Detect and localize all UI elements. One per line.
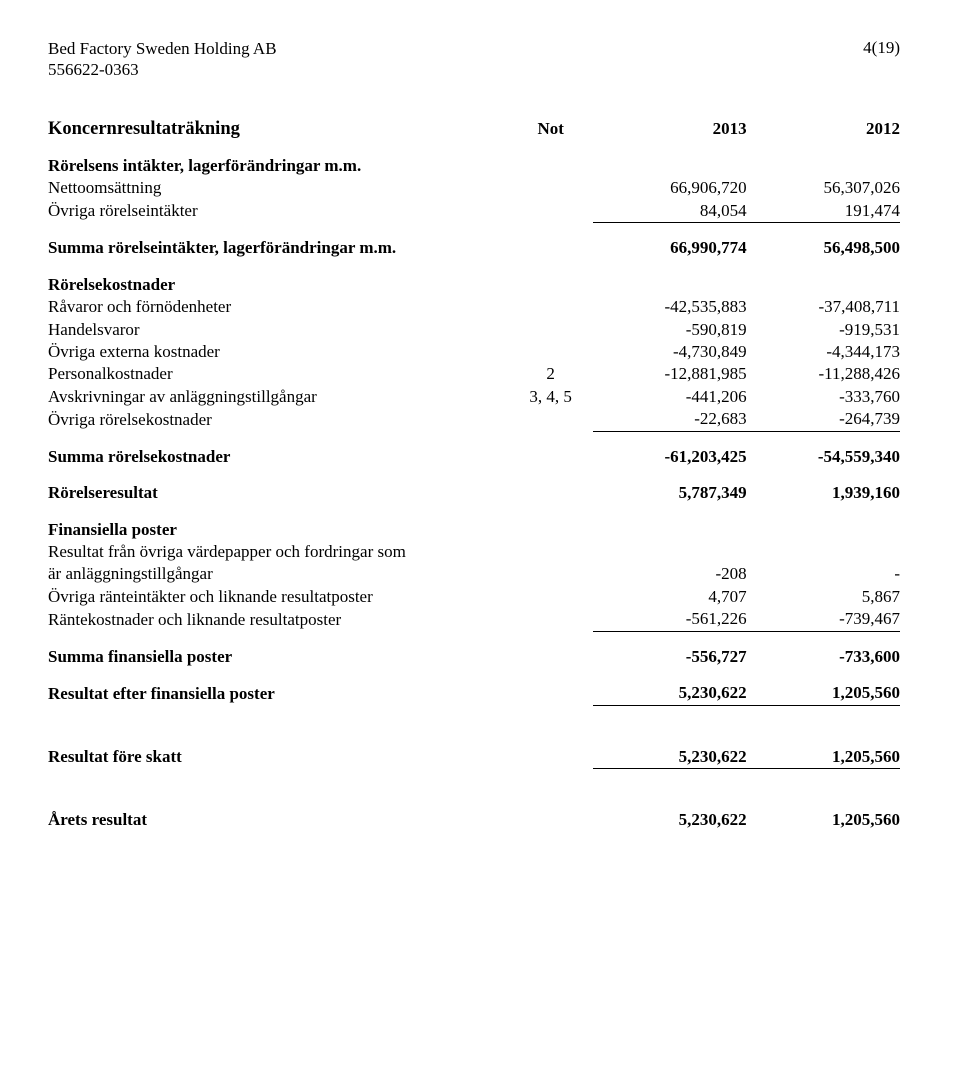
row-value-a: -590,819 (593, 319, 746, 341)
row-value-b: -739,467 (747, 608, 900, 631)
row-label: Rörelseresultat (48, 482, 508, 504)
col-header-year2: 2012 (747, 117, 900, 141)
row-label: Övriga ränteintäkter och liknande result… (48, 586, 508, 608)
row-value-b: -4,344,173 (747, 341, 900, 363)
row-label: Årets resultat (48, 809, 508, 831)
row-value-a: -61,203,425 (593, 446, 746, 468)
section-heading: Rörelsekostnader (48, 274, 508, 296)
section-heading: Rörelsens intäkter, lagerförändringar m.… (48, 155, 508, 177)
row-value-a: -441,206 (593, 386, 746, 408)
row-value-b: 1,939,160 (747, 482, 900, 504)
row-value-a: 5,787,349 (593, 482, 746, 504)
operating-profit-row: Rörelseresultat 5,787,349 1,939,160 (48, 482, 900, 504)
row-value-a: -12,881,985 (593, 363, 746, 385)
table-row: Avskrivningar av anläggningstillgångar 3… (48, 386, 900, 408)
row-label: Personalkostnader (48, 363, 508, 385)
row-note: 3, 4, 5 (508, 386, 593, 408)
row-value-a: 5,230,622 (593, 746, 746, 769)
row-value-b: -11,288,426 (747, 363, 900, 385)
table-row: Resultat från övriga värdepapper och for… (48, 541, 900, 563)
row-value-a: -556,727 (593, 646, 746, 668)
row-value-b: 56,307,026 (747, 177, 900, 199)
row-value-b: 1,205,560 (747, 809, 900, 831)
row-value-b: -54,559,340 (747, 446, 900, 468)
row-label: Summa rörelseintäkter, lagerförändringar… (48, 237, 508, 259)
row-value-b: 191,474 (747, 200, 900, 223)
table-row: Råvaror och förnödenheter -42,535,883 -3… (48, 296, 900, 318)
row-value-a: 66,990,774 (593, 237, 746, 259)
col-header-note: Not (508, 117, 593, 141)
row-label: Räntekostnader och liknande resultatpost… (48, 608, 508, 631)
year-result-row: Årets resultat 5,230,622 1,205,560 (48, 809, 900, 831)
row-value-b: -264,739 (747, 408, 900, 431)
table-row: Övriga ränteintäkter och liknande result… (48, 586, 900, 608)
row-value-a: 5,230,622 (593, 809, 746, 831)
sum-row: Summa rörelsekostnader -61,203,425 -54,5… (48, 446, 900, 468)
row-value-b: 5,867 (747, 586, 900, 608)
org-number: 556622-0363 (48, 59, 277, 80)
row-label: Resultat från övriga värdepapper och for… (48, 541, 508, 563)
row-value-b: -733,600 (747, 646, 900, 668)
row-value-b: 1,205,560 (747, 746, 900, 769)
table-title: Koncernresultaträkning (48, 117, 508, 141)
table-row: är anläggningstillgångar -208 - (48, 563, 900, 585)
table-row: Personalkostnader 2 -12,881,985 -11,288,… (48, 363, 900, 385)
row-label: Handelsvaror (48, 319, 508, 341)
row-label: Summa finansiella poster (48, 646, 508, 668)
row-value-a: 66,906,720 (593, 177, 746, 199)
row-note: 2 (508, 363, 593, 385)
table-row: Handelsvaror -590,819 -919,531 (48, 319, 900, 341)
row-value-a: -22,683 (593, 408, 746, 431)
row-value-a: -4,730,849 (593, 341, 746, 363)
row-value-b: -919,531 (747, 319, 900, 341)
row-label: Övriga externa kostnader (48, 341, 508, 363)
row-label: Resultat efter finansiella poster (48, 682, 508, 705)
table-row: Övriga rörelsekostnader -22,683 -264,739 (48, 408, 900, 431)
row-value-b: 56,498,500 (747, 237, 900, 259)
result-after-financial-row: Resultat efter finansiella poster 5,230,… (48, 682, 900, 705)
row-value-a: 84,054 (593, 200, 746, 223)
row-label: Summa rörelsekostnader (48, 446, 508, 468)
row-value-a: -561,226 (593, 608, 746, 631)
page-number: 4(19) (863, 38, 900, 81)
result-before-tax-row: Resultat före skatt 5,230,622 1,205,560 (48, 746, 900, 769)
row-value-b: -333,760 (747, 386, 900, 408)
row-value-b: 1,205,560 (747, 682, 900, 705)
table-row: Nettoomsättning 66,906,720 56,307,026 (48, 177, 900, 199)
row-value-b: - (747, 563, 900, 585)
row-value-a: -208 (593, 563, 746, 585)
header-left: Bed Factory Sweden Holding AB 556622-036… (48, 38, 277, 81)
row-value-b: -37,408,711 (747, 296, 900, 318)
table-row: Räntekostnader och liknande resultatpost… (48, 608, 900, 631)
sum-row: Summa finansiella poster -556,727 -733,6… (48, 646, 900, 668)
table-row: Övriga rörelseintäkter 84,054 191,474 (48, 200, 900, 223)
sum-row: Summa rörelseintäkter, lagerförändringar… (48, 237, 900, 259)
income-statement-table: Koncernresultaträkning Not 2013 2012 Rör… (48, 117, 900, 832)
row-value-a: 5,230,622 (593, 682, 746, 705)
row-label: Övriga rörelseintäkter (48, 200, 508, 223)
row-value-a: 4,707 (593, 586, 746, 608)
row-value-a: -42,535,883 (593, 296, 746, 318)
table-row: Övriga externa kostnader -4,730,849 -4,3… (48, 341, 900, 363)
row-label: Nettoomsättning (48, 177, 508, 199)
row-label: Råvaror och förnödenheter (48, 296, 508, 318)
row-label: Resultat före skatt (48, 746, 508, 769)
col-header-year1: 2013 (593, 117, 746, 141)
row-label: Avskrivningar av anläggningstillgångar (48, 386, 508, 408)
company-name: Bed Factory Sweden Holding AB (48, 38, 277, 59)
section-heading: Finansiella poster (48, 519, 508, 541)
row-label: Övriga rörelsekostnader (48, 408, 508, 431)
page-header: Bed Factory Sweden Holding AB 556622-036… (48, 38, 900, 81)
row-label: är anläggningstillgångar (48, 563, 508, 585)
